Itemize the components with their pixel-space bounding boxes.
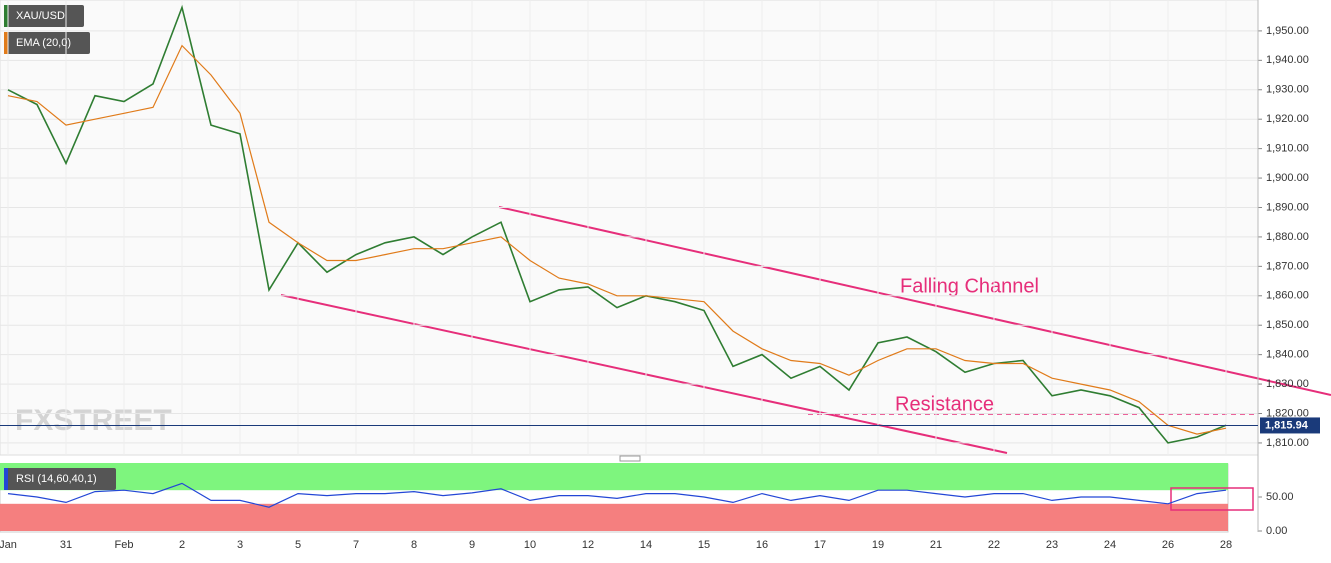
x-tick-label: 8 xyxy=(411,539,417,551)
x-tick-label: 28 xyxy=(1220,539,1232,551)
y-tick-label: 1,810.00 xyxy=(1266,437,1309,449)
legend-box xyxy=(4,5,84,27)
series-line xyxy=(7,4,1227,444)
legend: XAU/USD EMA (20,0) RSI (14,60,40,1) xyxy=(4,5,116,490)
x-tick-label: 10 xyxy=(524,539,536,551)
series-line xyxy=(7,44,1227,435)
x-tick-label: 9 xyxy=(469,539,475,551)
y-tick-label: 50.00 xyxy=(1266,491,1294,503)
resize-handle[interactable] xyxy=(619,455,641,462)
price-tag-label: 1,815.94 xyxy=(1265,419,1309,431)
x-tick-label: Feb xyxy=(115,539,134,551)
y-tick-label: 1,900.00 xyxy=(1266,172,1309,184)
x-tick-label: Jan xyxy=(0,539,17,551)
legend-swatch xyxy=(4,468,8,490)
y-tick-label: 1,880.00 xyxy=(1266,231,1309,243)
y-tick-label: 1,890.00 xyxy=(1266,201,1309,213)
x-tick-label: 21 xyxy=(930,539,942,551)
legend-swatch xyxy=(4,5,8,27)
channel-upper xyxy=(498,206,1331,396)
y-tick-label: 1,870.00 xyxy=(1266,260,1309,272)
legend-box xyxy=(4,32,90,54)
series-line xyxy=(7,482,1227,508)
x-tick-label: 12 xyxy=(582,539,594,551)
y-tick-label: 1,950.00 xyxy=(1266,25,1309,37)
x-tick-label: 16 xyxy=(756,539,768,551)
x-tick-label: 5 xyxy=(295,539,301,551)
y-tick-label: 1,910.00 xyxy=(1266,143,1309,155)
x-tick-label: 17 xyxy=(814,539,826,551)
y-tick-label: 1,850.00 xyxy=(1266,319,1309,331)
rsi-zone xyxy=(0,503,1228,531)
rsi-zone xyxy=(0,463,1228,491)
y-tick-label: 1,830.00 xyxy=(1266,378,1309,390)
x-tick-label: 15 xyxy=(698,539,710,551)
legend-swatch xyxy=(4,32,8,54)
price-panel xyxy=(0,0,1259,456)
legend-label: EMA (20,0) xyxy=(16,37,71,49)
legend-box xyxy=(4,468,116,490)
x-tick-label: 3 xyxy=(237,539,243,551)
x-tick-label: 2 xyxy=(179,539,185,551)
x-tick-label: 31 xyxy=(60,539,72,551)
x-tick-label: 22 xyxy=(988,539,1000,551)
x-tick-label: 14 xyxy=(640,539,652,551)
legend-label: RSI (14,60,40,1) xyxy=(16,473,97,485)
price-tag xyxy=(1260,417,1320,434)
y-tick-label: 1,860.00 xyxy=(1266,290,1309,302)
x-tick-label: 19 xyxy=(872,539,884,551)
watermark: FXSTREET xyxy=(15,404,172,437)
y-tick-label: 1,840.00 xyxy=(1266,349,1309,361)
y-tick-label: 0.00 xyxy=(1266,525,1287,537)
y-tick-label: 1,940.00 xyxy=(1266,54,1309,66)
channel-lower xyxy=(280,294,1008,454)
x-tick-label: 23 xyxy=(1046,539,1058,551)
x-tick-label: 26 xyxy=(1162,539,1174,551)
legend-label: XAU/USD xyxy=(16,10,65,22)
y-tick-label: 1,920.00 xyxy=(1266,113,1309,125)
annotation: Resistance xyxy=(895,393,994,415)
annotation: Falling Channel xyxy=(900,275,1039,297)
x-tick-label: 7 xyxy=(353,539,359,551)
y-tick-label: 1,930.00 xyxy=(1266,84,1309,96)
y-tick-label: 1,820.00 xyxy=(1266,407,1309,419)
highlight-box xyxy=(1170,487,1254,511)
x-tick-label: 24 xyxy=(1104,539,1116,551)
